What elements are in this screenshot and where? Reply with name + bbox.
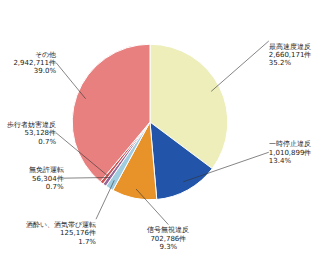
slice-label-line: 35.2% [269, 59, 292, 67]
slice-label-line: 信号無視違反 [147, 226, 189, 234]
slice-label-line: 125,176件 [60, 229, 96, 237]
leader-line [183, 152, 269, 182]
labels: 最高速度違反2,660,171件35.2% 一時停止違反1,010,899件13.… [7, 41, 311, 251]
slice-label: 無免許運転56,304件0.7% [29, 166, 64, 191]
pie-slice [72, 44, 150, 182]
leader-line [211, 41, 269, 91]
pie [72, 44, 228, 200]
slice-label-line: 0.7% [38, 138, 56, 146]
leader-line [64, 177, 110, 179]
slice-label: 信号無視違反702,786件9.3% [147, 226, 189, 251]
pie-slice [150, 122, 212, 199]
slice-label-line: 56,304件 [32, 175, 64, 183]
leader-line [136, 189, 168, 225]
slice-label: 最高速度違反2,660,171件35.2% [269, 43, 312, 68]
slice-label-line: 9.3% [159, 243, 177, 251]
slice-label-line: 酒酔い、酒気帯び運転 [26, 221, 96, 229]
slice-label-line: 702,786件 [150, 235, 186, 243]
slice-label-line: 39.0% [34, 67, 57, 75]
chart: 最高速度違反2,660,171件35.2% 一時停止違反1,010,899件13.… [0, 0, 320, 254]
slice-label-line: 2,942,711件 [13, 59, 56, 67]
slice-label-line: 一時停止違反 [269, 140, 311, 148]
slice-label-line: 歩行者妨害違反 [7, 121, 56, 129]
slice-label: 酒酔い、酒気帯び運転125,176件1.7% [26, 221, 96, 246]
slice-label: 一時停止違反1,010,899件13.4% [269, 140, 312, 165]
slice-label: 歩行者妨害違反53,128件0.7% [7, 121, 56, 146]
leader-line [56, 63, 86, 99]
slice-label-line: 1.7% [78, 238, 96, 246]
slice-label-line: 1,010,899件 [269, 149, 312, 157]
slice-label-line: 53,128件 [25, 129, 57, 137]
slice-label-line: 13.4% [269, 157, 292, 165]
slice-label-line: 無免許運転 [29, 166, 64, 174]
slice-label-line: 0.7% [46, 183, 64, 191]
leader-line [96, 180, 114, 219]
slice-label-line: 最高速度違反 [269, 43, 311, 51]
slice-label: その他2,942,711件39.0% [13, 51, 56, 76]
slice-label-line: その他 [35, 51, 56, 59]
slice-label-line: 2,660,171件 [269, 51, 312, 59]
leader-line [56, 133, 107, 176]
